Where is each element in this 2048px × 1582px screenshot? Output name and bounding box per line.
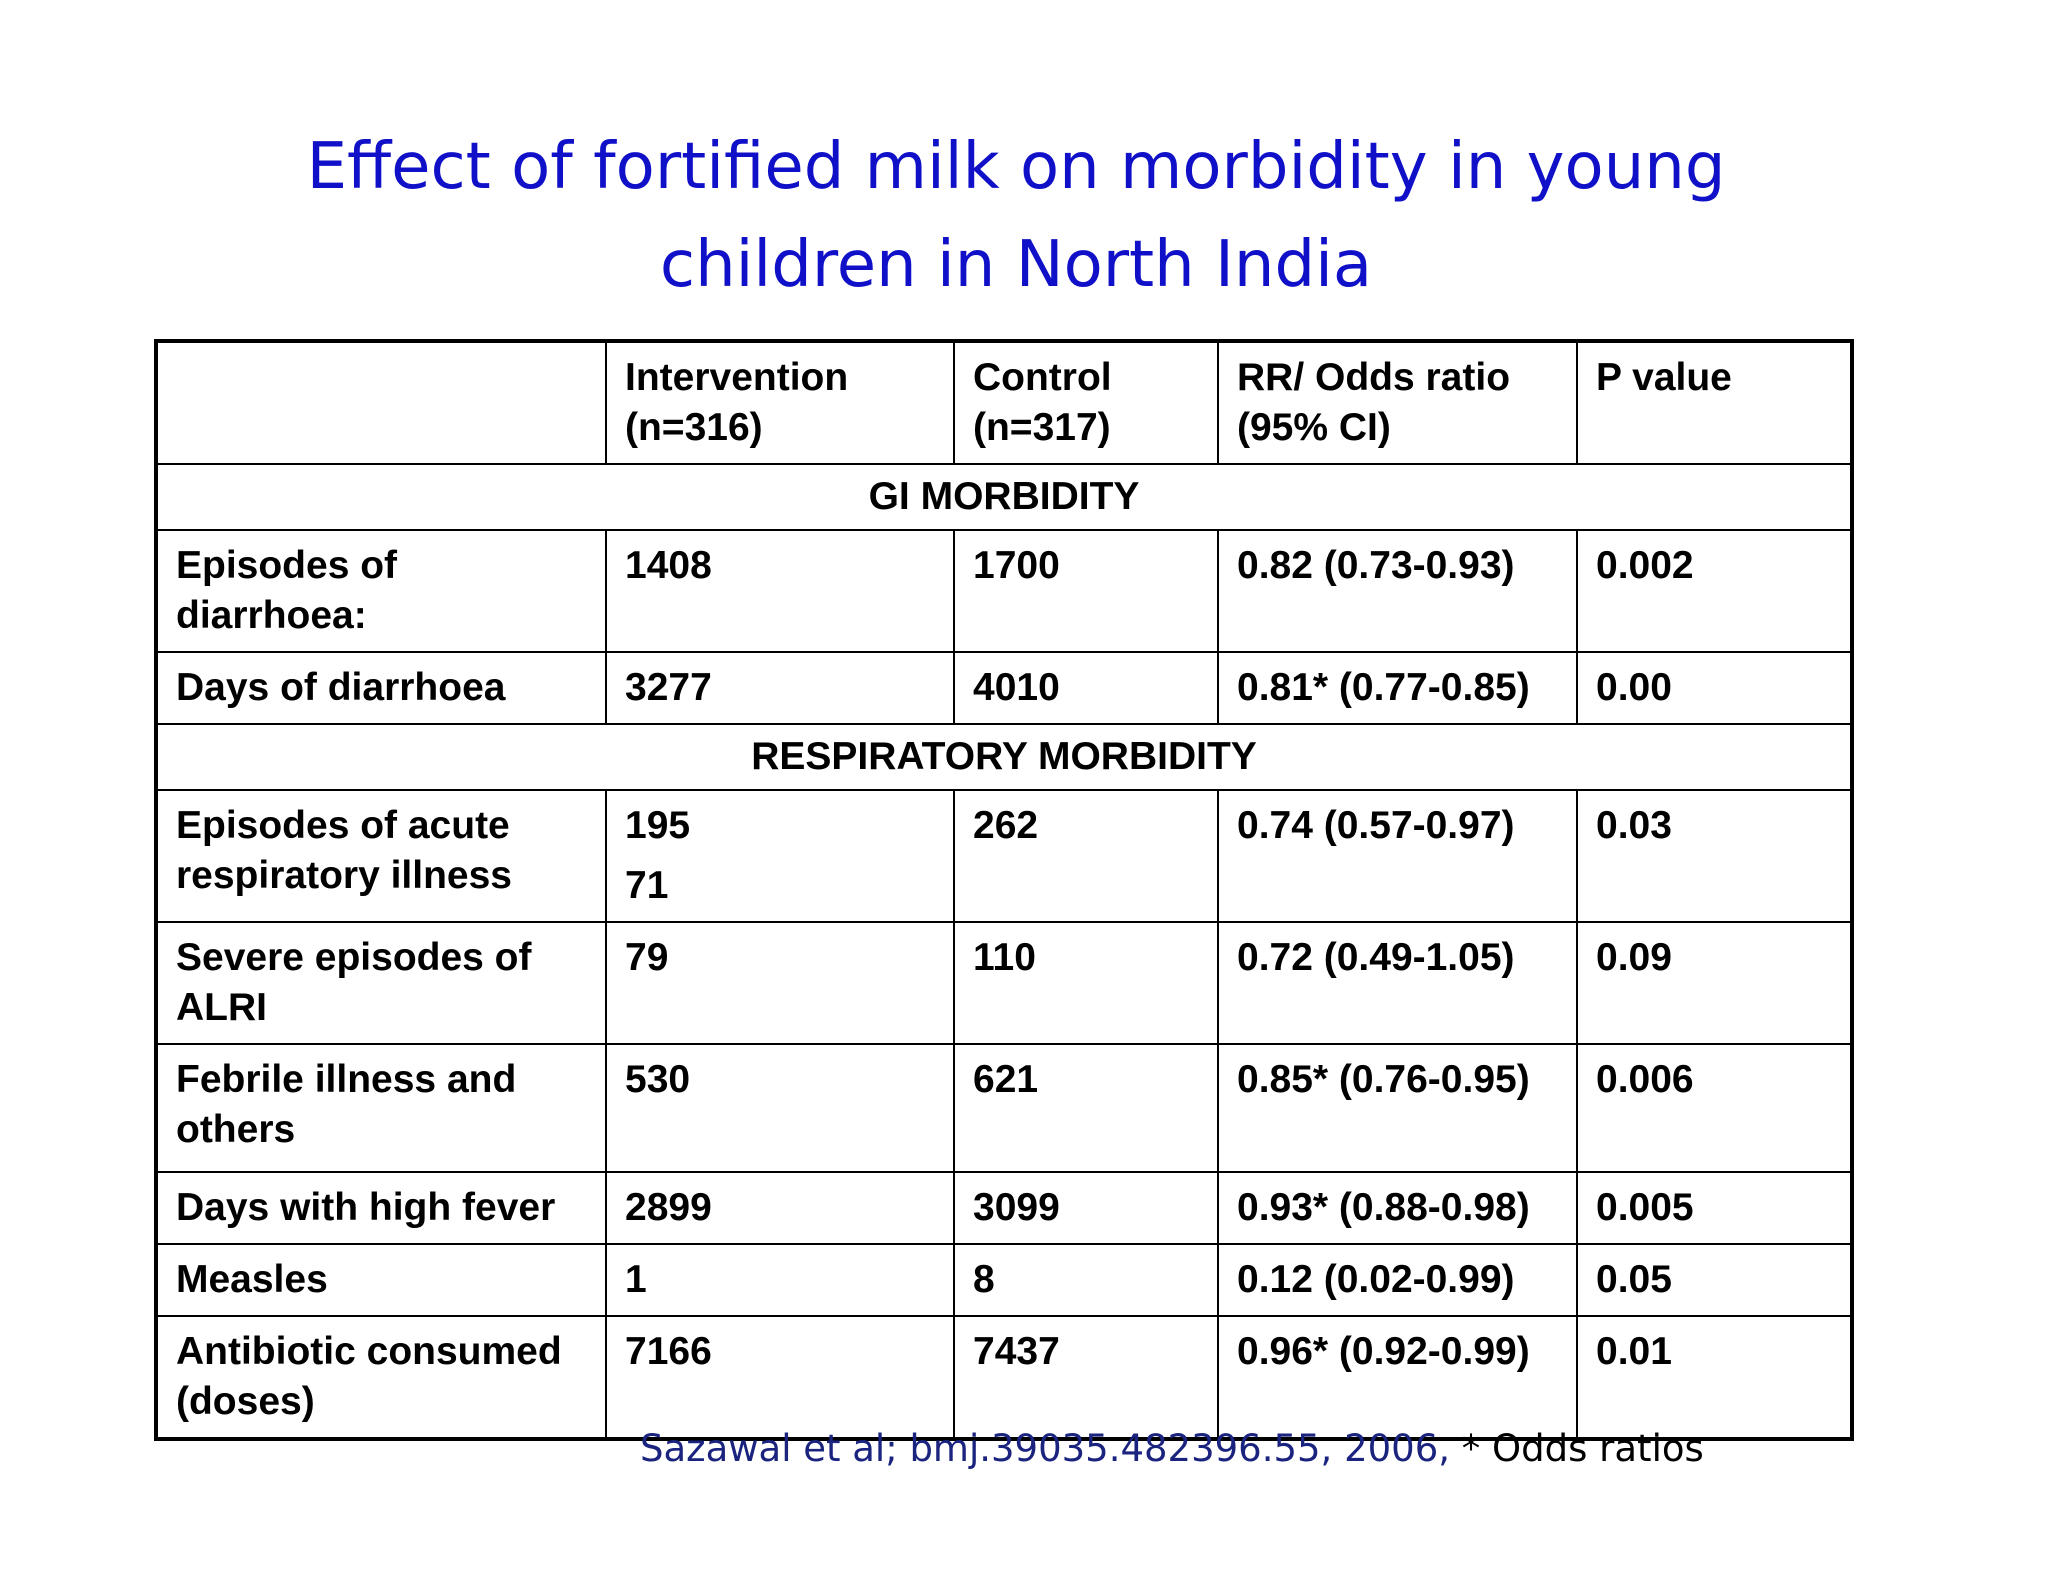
row-label: Antibiotic consumed (doses) xyxy=(155,1315,607,1440)
p-value: 0.00 xyxy=(1576,651,1853,725)
header-control: Control (n=317) xyxy=(953,340,1219,465)
ratio-value: 0.81* (0.77-0.85) xyxy=(1217,651,1578,725)
ratio-value: 0.85* (0.76-0.95) xyxy=(1217,1043,1578,1173)
table-row: Days of diarrhoea 3277 4010 0.81* (0.77-… xyxy=(155,651,1853,725)
p-value: 0.01 xyxy=(1576,1315,1853,1440)
control-value: 621 xyxy=(953,1043,1219,1173)
row-label: Episodes of acute respiratory illness xyxy=(155,789,607,923)
odds-ratio-note: * Odds ratios xyxy=(1450,1427,1704,1470)
ratio-value: 0.93* (0.88-0.98) xyxy=(1217,1171,1578,1245)
control-value: 1700 xyxy=(953,529,1219,653)
slide-title-line-2: children in North India xyxy=(659,228,1373,302)
table-row: Antibiotic consumed (doses) 7166 7437 0.… xyxy=(155,1315,1853,1440)
ratio-value: 0.82 (0.73-0.93) xyxy=(1217,529,1578,653)
p-value: 0.05 xyxy=(1576,1243,1853,1317)
intervention-value: 1 xyxy=(605,1243,955,1317)
intervention-value: 3277 xyxy=(605,651,955,725)
header-ratio: RR/ Odds ratio (95% CI) xyxy=(1217,340,1578,465)
row-label: Febrile illness and others xyxy=(155,1043,607,1173)
intervention-value: 2899 xyxy=(605,1171,955,1245)
intervention-value: 195 71 xyxy=(605,789,955,923)
intervention-value: 530 xyxy=(605,1043,955,1173)
p-value: 0.002 xyxy=(1576,529,1853,653)
citation-text: Sazawal et al; bmj.39035.482396.55, 2006… xyxy=(640,1427,1451,1470)
intervention-value-primary: 195 xyxy=(625,804,691,847)
table-row: Episodes of acute respiratory illness 19… xyxy=(155,789,1853,923)
control-value: 262 xyxy=(953,789,1219,923)
table-row: Days with high fever 2899 3099 0.93* (0.… xyxy=(155,1171,1853,1245)
table-row: Measles 1 8 0.12 (0.02-0.99) 0.05 xyxy=(155,1243,1853,1317)
row-label: Severe episodes of ALRI xyxy=(155,921,607,1045)
row-label: Days with high fever xyxy=(155,1171,607,1245)
section-row-respiratory: RESPIRATORY MORBIDITY xyxy=(155,723,1853,791)
footer-citation: Sazawal et al; bmj.39035.482396.55, 2006… xyxy=(640,1424,1704,1474)
p-value: 0.006 xyxy=(1576,1043,1853,1173)
control-value: 7437 xyxy=(953,1315,1219,1440)
ratio-value: 0.74 (0.57-0.97) xyxy=(1217,789,1578,923)
ratio-value: 0.12 (0.02-0.99) xyxy=(1217,1243,1578,1317)
header-intervention: Intervention (n=316) xyxy=(605,340,955,465)
table-row: Severe episodes of ALRI 79 110 0.72 (0.4… xyxy=(155,921,1853,1045)
ratio-value: 0.72 (0.49-1.05) xyxy=(1217,921,1578,1045)
intervention-value: 7166 xyxy=(605,1315,955,1440)
slide-title: Effect of fortified milk on morbidity in… xyxy=(0,118,2032,314)
control-value: 8 xyxy=(953,1243,1219,1317)
table-header-row: Intervention (n=316) Control (n=317) RR/… xyxy=(155,340,1853,465)
section-title: GI MORBIDITY xyxy=(155,463,1853,531)
morbidity-table: Intervention (n=316) Control (n=317) RR/… xyxy=(154,339,1854,1441)
intervention-value: 1408 xyxy=(605,529,955,653)
section-row-gi: GI MORBIDITY xyxy=(155,463,1853,531)
row-label: Measles xyxy=(155,1243,607,1317)
section-title: RESPIRATORY MORBIDITY xyxy=(155,723,1853,791)
control-value: 3099 xyxy=(953,1171,1219,1245)
table-row: Episodes of diarrhoea: 1408 1700 0.82 (0… xyxy=(155,529,1853,653)
p-value: 0.03 xyxy=(1576,789,1853,923)
header-p-value: P value xyxy=(1576,340,1853,465)
control-value: 4010 xyxy=(953,651,1219,725)
row-label: Days of diarrhoea xyxy=(155,651,607,725)
intervention-value-secondary: 71 xyxy=(625,864,669,907)
ratio-value: 0.96* (0.92-0.99) xyxy=(1217,1315,1578,1440)
table-row: Febrile illness and others 530 621 0.85*… xyxy=(155,1043,1853,1173)
row-label: Episodes of diarrhoea: xyxy=(155,529,607,653)
slide-title-line-1: Effect of fortified milk on morbidity in… xyxy=(306,130,1726,204)
p-value: 0.005 xyxy=(1576,1171,1853,1245)
p-value: 0.09 xyxy=(1576,921,1853,1045)
header-empty-cell xyxy=(155,340,607,465)
intervention-value: 79 xyxy=(605,921,955,1045)
control-value: 110 xyxy=(953,921,1219,1045)
